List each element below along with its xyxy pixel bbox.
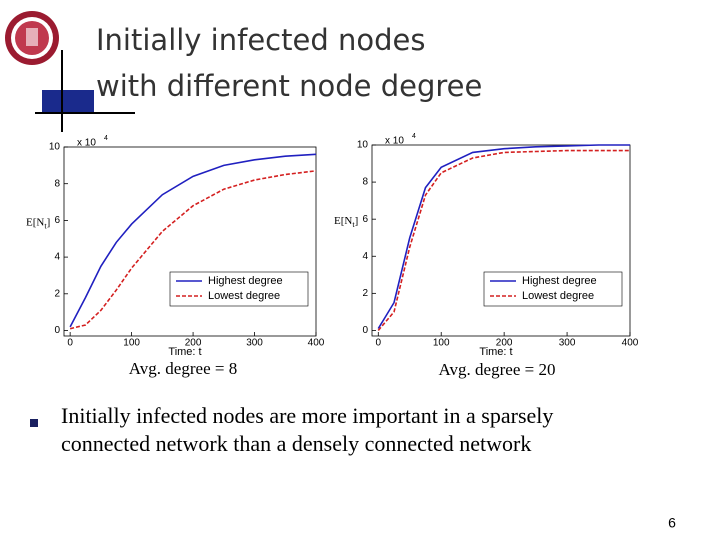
y-axis-label-part: ] (355, 215, 359, 227)
legend-label: Highest degree (522, 275, 597, 287)
chart-caption: Avg. degree = 8 (129, 359, 237, 378)
x-tick-label: 300 (246, 338, 263, 349)
legend-box (169, 271, 309, 307)
y-tick-label: 6 (362, 214, 368, 225)
y-tick-label: 0 (54, 325, 60, 336)
y-axis-label: E[Nt] (26, 216, 50, 230)
bullet-text: connected network than a densely connect… (61, 431, 531, 456)
x-tick-label: 300 (559, 338, 576, 349)
chart: 0 100 200 300 400 0 2 4 6 8 10 Time: t E[Nt] x 10 4 Hig… (334, 133, 639, 379)
y-tick-label: 10 (49, 142, 61, 153)
y-axis-label-part: ] (47, 216, 51, 228)
plot-frame (371, 144, 631, 337)
y-tick-label: 6 (54, 215, 60, 226)
x-tick-label: 400 (622, 338, 639, 349)
y-axis-label-part: t (352, 220, 355, 229)
legend-label: Lowest degree (208, 290, 280, 302)
chart: 0 100 200 300 400 0 2 4 6 8 10 Time: t E[Nt] x 10 4 Hig… (26, 135, 325, 378)
series-line (69, 153, 317, 328)
x-tick-label: 200 (496, 338, 513, 349)
x-axis-label: Time: t (479, 346, 512, 358)
y-axis-label-part: E[N (334, 215, 352, 227)
y-tick-label: 2 (362, 288, 368, 299)
y-axis-label: E[Nt] (334, 215, 358, 229)
slide-title: with different node degree (96, 69, 482, 103)
chart-caption: Avg. degree = 20 (439, 360, 556, 379)
bullet-text: Initially infected nodes are more import… (61, 403, 553, 428)
plot-frame (63, 146, 317, 337)
series-line (377, 149, 630, 331)
multiplier-base: x 10 (77, 138, 96, 149)
y-tick-label: 4 (54, 252, 60, 263)
multiplier-exponent: 4 (412, 133, 416, 140)
x-tick-label: 0 (67, 338, 73, 349)
bullet-marker (30, 419, 38, 427)
legend-label: Highest degree (208, 275, 283, 287)
x-tick-label: 100 (123, 338, 140, 349)
y-tick-label: 10 (357, 140, 369, 151)
y-tick-label: 2 (54, 288, 60, 299)
slide-title: Initially infected nodes (96, 23, 425, 57)
x-axis-label: Time: t (168, 346, 201, 358)
y-axis-label-part: E[N (26, 216, 44, 228)
y-tick-label: 8 (362, 177, 368, 188)
series-line (69, 170, 317, 330)
series-line (377, 144, 630, 329)
legend-label: Lowest degree (522, 290, 594, 302)
x-tick-label: 200 (185, 338, 202, 349)
y-axis-label-part: t (44, 221, 47, 230)
multiplier-base: x 10 (385, 136, 404, 147)
y-tick-label: 0 (362, 325, 368, 336)
x-tick-label: 400 (308, 338, 325, 349)
y-tick-label: 8 (54, 178, 60, 189)
legend-box (483, 271, 623, 307)
multiplier-exponent: 4 (104, 135, 108, 142)
y-tick-label: 4 (362, 251, 368, 262)
logo (5, 11, 59, 65)
page-number: 6 (668, 515, 676, 531)
x-tick-label: 0 (376, 338, 382, 349)
x-tick-label: 100 (433, 338, 450, 349)
title-accent (42, 90, 94, 112)
